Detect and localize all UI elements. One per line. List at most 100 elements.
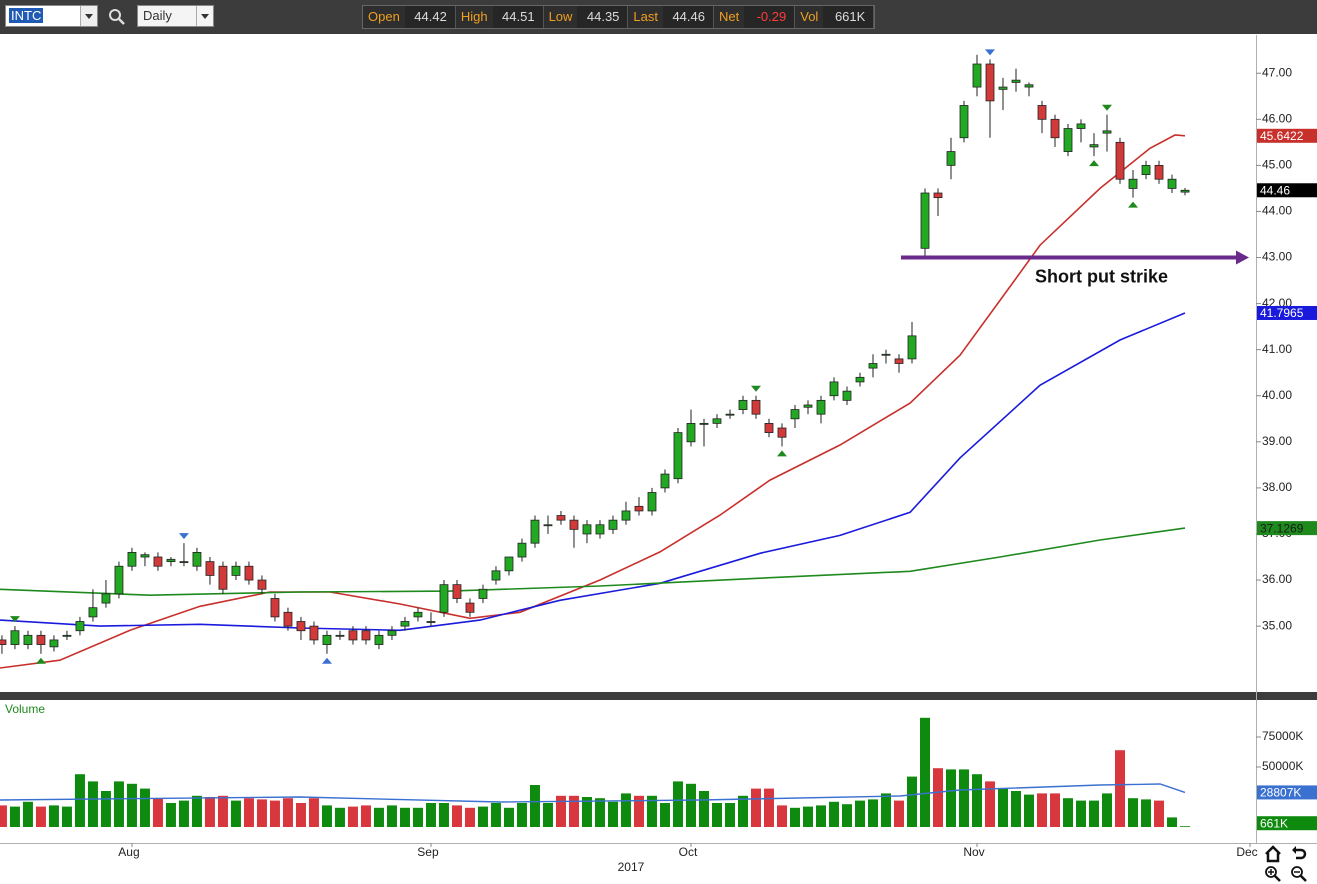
candle-body xyxy=(790,409,800,420)
candle-body xyxy=(179,561,189,564)
candle-body xyxy=(595,524,605,535)
candle-body xyxy=(439,584,449,613)
candle-body xyxy=(465,602,475,613)
candle-body xyxy=(335,634,345,637)
candle-body xyxy=(361,630,371,641)
volume-bar xyxy=(178,800,189,827)
dropdown[interactable] xyxy=(196,6,213,26)
candle-body xyxy=(1063,128,1073,152)
field-value: 661K xyxy=(823,6,875,28)
volume-bar xyxy=(1102,793,1113,827)
volume-bar xyxy=(360,805,371,827)
candle-body xyxy=(1102,130,1112,134)
candle-body xyxy=(933,192,943,199)
volume-bar xyxy=(490,802,501,827)
volume-bar xyxy=(828,801,839,827)
y-tick-label: 38.00 xyxy=(1262,480,1292,494)
y-tick-label: 40.00 xyxy=(1262,388,1292,402)
panel-title: Volume xyxy=(5,702,45,716)
candle-body xyxy=(673,432,683,480)
candle-body xyxy=(907,335,917,360)
volume-bar xyxy=(933,768,944,827)
volume-bar xyxy=(217,795,228,827)
candle-body xyxy=(244,565,254,581)
y-tick-label: 41.00 xyxy=(1262,342,1292,356)
candle-body xyxy=(322,634,332,645)
volume-bar xyxy=(61,806,72,827)
volume-average xyxy=(0,783,1186,803)
volume-bar xyxy=(347,806,358,827)
symbol: INTC xyxy=(9,8,44,23)
volume-bar xyxy=(1128,798,1139,827)
home-icon[interactable] xyxy=(1265,845,1281,863)
candle-body xyxy=(75,621,85,632)
volume-bar xyxy=(724,802,735,827)
volume-bar xyxy=(1180,826,1191,827)
dropdown[interactable] xyxy=(80,6,97,26)
volume-bar xyxy=(867,799,878,827)
volume-bar xyxy=(412,807,423,827)
candle-body xyxy=(972,63,982,88)
volume-bar xyxy=(1011,790,1022,827)
undo-icon[interactable] xyxy=(1292,846,1307,860)
candle-body xyxy=(1037,105,1047,120)
interval: Daily xyxy=(143,8,172,23)
x-tick-label: Sep xyxy=(417,845,439,859)
candle-body xyxy=(816,399,826,415)
field-name: Last xyxy=(628,6,663,28)
value-tag-label: 37.1269 xyxy=(1260,521,1304,535)
field-value: -0.29 xyxy=(744,6,796,28)
field-value: 44.46 xyxy=(663,6,714,28)
pivot-marker xyxy=(178,533,189,540)
volume-bar xyxy=(763,788,774,827)
candle-body xyxy=(296,621,306,632)
volume-bar xyxy=(529,784,540,827)
y-tick-label: 75000K xyxy=(1262,729,1303,743)
candle-body xyxy=(283,611,293,627)
candle-body xyxy=(140,554,150,558)
candle-body xyxy=(192,551,202,567)
volume-bar xyxy=(126,783,137,827)
field-name: High xyxy=(455,6,493,28)
volume-bar xyxy=(907,776,918,827)
pivot-marker xyxy=(750,385,761,392)
candle-body xyxy=(569,519,579,530)
field-name: Vol xyxy=(795,6,824,28)
x-tick-label: Dec xyxy=(1236,845,1257,859)
volume-bar xyxy=(1037,793,1048,827)
volume-bar xyxy=(1167,817,1178,827)
volume-bar xyxy=(451,805,462,827)
candle-body xyxy=(1154,164,1164,180)
volume-bar xyxy=(698,790,709,827)
zoom-out-icon[interactable] xyxy=(1291,866,1307,882)
candle-body xyxy=(543,524,553,527)
volume-bar xyxy=(646,795,657,827)
field-name: Open xyxy=(363,6,405,28)
symbol-input[interactable]: INTC xyxy=(5,5,98,27)
candle-body xyxy=(764,422,774,434)
candle-body xyxy=(985,63,995,102)
interval-select[interactable]: Daily xyxy=(137,5,214,27)
candle-body xyxy=(647,492,657,512)
volume-bar xyxy=(399,807,410,827)
candle-body xyxy=(309,625,319,641)
volume-bar xyxy=(1089,800,1100,827)
candle-body xyxy=(556,515,566,521)
y-tick-label: 44.00 xyxy=(1262,204,1292,218)
candle-body xyxy=(36,634,46,645)
value-tag-label: 45.6422 xyxy=(1260,129,1304,143)
candle-body xyxy=(855,376,865,383)
y-tick-label: 45.00 xyxy=(1262,158,1292,172)
year-label: 2017 xyxy=(618,860,645,874)
volume-bar xyxy=(633,795,644,827)
volume-bar xyxy=(87,781,98,827)
candle-body xyxy=(686,422,696,443)
search-icon[interactable] xyxy=(108,8,126,26)
candle-body xyxy=(400,621,410,627)
volume-bar xyxy=(204,796,215,827)
volume-bar xyxy=(607,801,618,827)
volume-bar xyxy=(789,807,800,827)
zoom-in-icon[interactable] xyxy=(1265,866,1281,882)
volume-bar xyxy=(113,781,124,827)
volume-bar xyxy=(74,774,85,827)
